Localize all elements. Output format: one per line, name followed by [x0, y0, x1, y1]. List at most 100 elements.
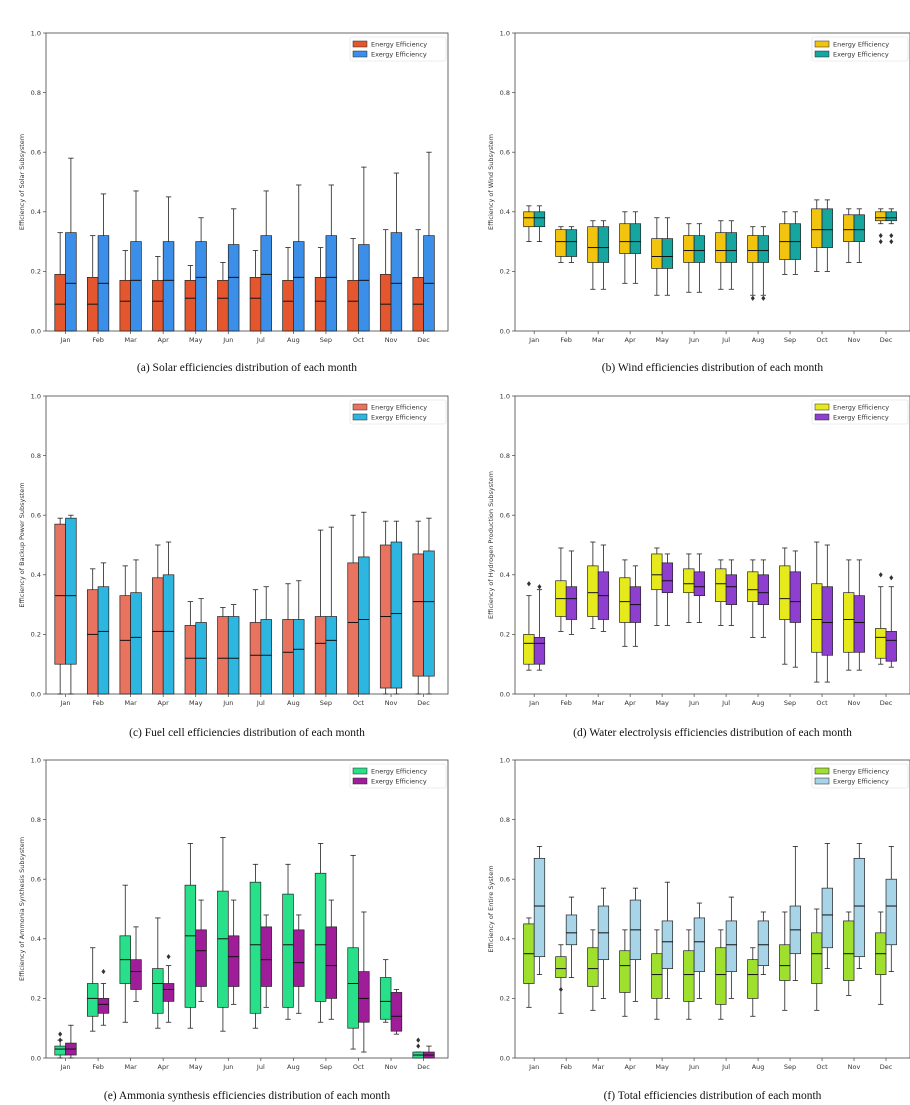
box-iqr [693, 235, 706, 263]
box-exergy-efficiency-oct [821, 544, 833, 683]
box-iqr [162, 983, 175, 1002]
plot-frame [514, 759, 910, 1059]
box-iqr [282, 279, 294, 332]
outlier-point [416, 1043, 421, 1049]
box-iqr [683, 568, 695, 594]
x-tick-label: May [189, 1063, 203, 1071]
x-tick-label: Dec [417, 336, 430, 344]
x-tick-label: Jan [528, 1063, 539, 1071]
box-iqr [227, 616, 240, 695]
box-iqr [325, 235, 338, 332]
box-exergy-efficiency-jun [227, 604, 240, 695]
box-exergy-efficiency-may [661, 881, 674, 999]
y-axis-label: Efficiency of Solar Subsystem [18, 134, 26, 230]
box-exergy-efficiency-mar [130, 926, 142, 1002]
box-exergy-efficiency-mar [597, 544, 610, 632]
box-energy-efficiency-jan [54, 517, 66, 695]
plot-frame [514, 32, 910, 332]
legend-label: Energy Efficiency [833, 768, 889, 776]
x-tick-label: Sep [320, 1063, 332, 1071]
x-tick-label: Dec [880, 336, 893, 344]
box-iqr [747, 235, 759, 263]
x-tick-label: May [655, 1063, 669, 1071]
box-exergy-efficiency-apr [162, 541, 175, 695]
box-iqr [293, 929, 305, 987]
box-energy-efficiency-dec [412, 229, 424, 332]
box-iqr [747, 571, 759, 602]
y-tick-label: 0.4 [31, 571, 41, 579]
y-axis-label: Efficiency of Ammonia Synthesis Subsyste… [18, 837, 26, 981]
box-exergy-efficiency-jun [227, 899, 240, 1005]
box-exergy-efficiency-apr [162, 965, 175, 1023]
y-axis-label: Efficiency of Hydrogen Production Subsys… [487, 471, 495, 619]
box-exergy-efficiency-feb [565, 550, 578, 635]
y-tick-label: 0.2 [500, 268, 510, 276]
x-tick-label: Feb [92, 1063, 104, 1071]
outlier-point [889, 239, 894, 245]
box-energy-efficiency-dec [412, 1051, 424, 1059]
panel-caption: (a) Solar efficiencies distribution of e… [137, 362, 357, 374]
y-tick-label: 0.0 [31, 690, 41, 698]
legend-label: Exergy Efficiency [371, 51, 427, 59]
x-tick-label: Sep [784, 1063, 796, 1071]
box-exergy-efficiency-nov [390, 520, 403, 695]
box-exergy-efficiency-sep [789, 211, 801, 275]
box-energy-efficiency-dec [875, 911, 887, 1005]
legend-label: Exergy Efficiency [833, 778, 889, 786]
box-iqr [184, 884, 197, 1008]
panel-caption: (d) Water electrolysis efficiencies dist… [573, 727, 852, 739]
legend-swatch [352, 767, 368, 775]
box-iqr [293, 619, 305, 695]
box-energy-efficiency-jul [249, 863, 262, 1029]
box-energy-efficiency-jul [715, 929, 727, 1020]
box-exergy-efficiency-aug [757, 911, 769, 975]
x-tick-label: Oct [353, 699, 365, 707]
x-tick-label: Jun [222, 699, 233, 707]
box-exergy-efficiency-dec [423, 517, 435, 695]
y-tick-label: 0.4 [31, 208, 41, 216]
box-iqr [379, 977, 392, 1020]
box-iqr [54, 1045, 66, 1056]
legend-swatch [352, 413, 368, 421]
box-energy-efficiency-mar [587, 929, 599, 1011]
x-tick-label: Oct [816, 336, 828, 344]
box-iqr [184, 279, 197, 332]
y-tick-label: 1.0 [31, 29, 41, 37]
x-tick-label: Nov [848, 1063, 861, 1071]
x-tick-label: Apr [158, 699, 170, 707]
x-tick-label: Mar [124, 336, 137, 344]
box-iqr [65, 517, 77, 665]
chart-panel-6: 0.0 0.2 0.4 0.6 0.8 1.0 Efficiency of Entire S… [487, 756, 910, 1102]
y-tick-label: 0.4 [500, 935, 510, 943]
box-iqr [885, 878, 897, 946]
x-tick-label: Oct [353, 336, 365, 344]
box-iqr [249, 881, 262, 1014]
x-tick-label: Jul [721, 336, 730, 344]
box-iqr [217, 616, 229, 695]
box-exergy-efficiency-jan [65, 1024, 77, 1059]
x-tick-label: Dec [880, 699, 893, 707]
box-iqr [533, 211, 546, 228]
panel-caption: (c) Fuel cell efficiencies distribution … [129, 727, 365, 739]
x-tick-label: Feb [92, 699, 104, 707]
x-tick-label: May [655, 699, 669, 707]
box-iqr [347, 279, 359, 332]
outlier-point [878, 233, 883, 239]
box-iqr [651, 238, 663, 269]
x-tick-label: Mar [124, 1063, 137, 1071]
box-iqr [811, 932, 823, 984]
box-iqr [821, 887, 833, 949]
box-exergy-efficiency-aug [293, 184, 305, 332]
box-iqr [715, 947, 727, 1005]
x-tick-label: Jul [256, 1063, 265, 1071]
y-tick-label: 0.8 [500, 816, 510, 824]
box-exergy-efficiency-nov [390, 172, 403, 332]
box-exergy-efficiency-jul [725, 559, 737, 626]
box-iqr [65, 232, 77, 332]
y-tick-label: 0.6 [500, 876, 510, 884]
box-iqr [412, 553, 424, 677]
box-exergy-efficiency-may [195, 217, 207, 332]
x-tick-label: Jul [256, 336, 265, 344]
box-energy-efficiency-sep [779, 547, 791, 665]
